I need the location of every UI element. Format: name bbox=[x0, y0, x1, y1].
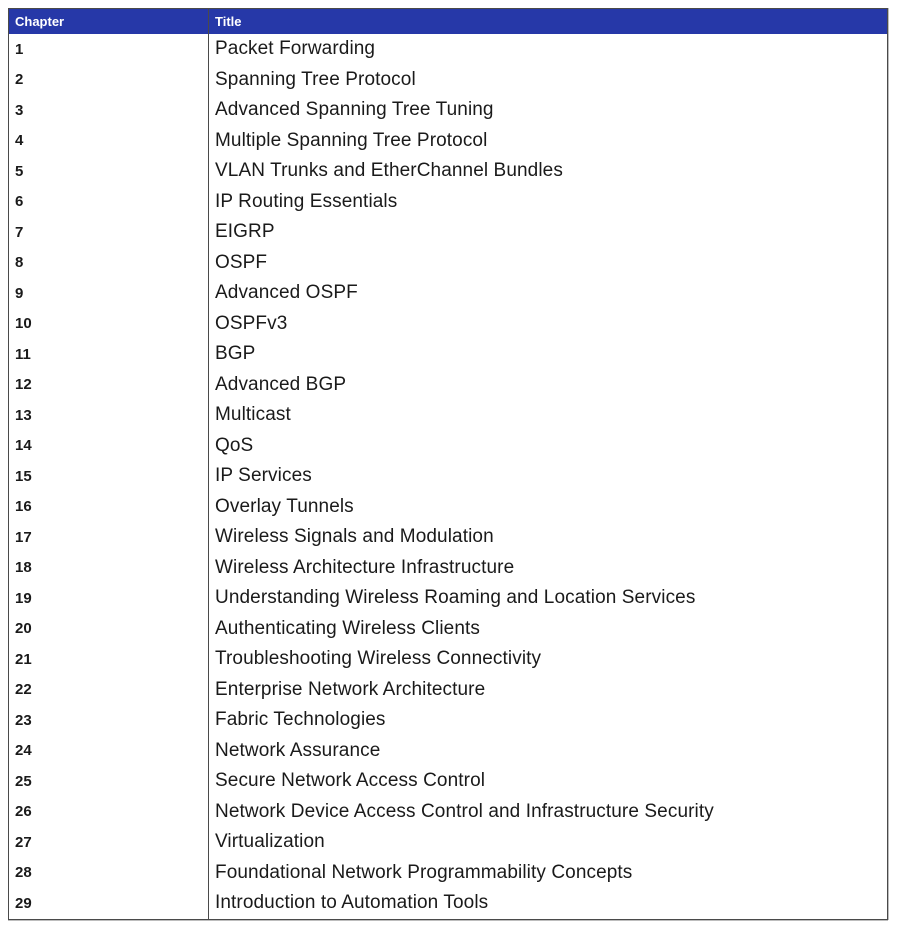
title-cell: Network Device Access Control and Infras… bbox=[208, 796, 888, 827]
title-cell: Spanning Tree Protocol bbox=[208, 64, 888, 95]
title-cell: EIGRP bbox=[208, 217, 888, 248]
chapter-cell: 22 bbox=[8, 674, 209, 705]
table-row: 29 Introduction to Automation Tools bbox=[8, 888, 888, 919]
table-header-row: Chapter Title bbox=[8, 8, 888, 34]
table-row: 18 Wireless Architecture Infrastructure bbox=[8, 552, 888, 583]
chapter-cell: 16 bbox=[8, 491, 209, 522]
table-row: 14 QoS bbox=[8, 430, 888, 461]
chapter-cell: 8 bbox=[8, 247, 209, 278]
table-row: 3 Advanced Spanning Tree Tuning bbox=[8, 95, 888, 126]
title-cell: Overlay Tunnels bbox=[208, 491, 888, 522]
table-row: 5 VLAN Trunks and EtherChannel Bundles bbox=[8, 156, 888, 187]
chapter-cell: 6 bbox=[8, 186, 209, 217]
table-row: 27 Virtualization bbox=[8, 827, 888, 858]
chapter-cell: 14 bbox=[8, 430, 209, 461]
chapters-table: Chapter Title 1 Packet Forwarding 2 Spannin… bbox=[8, 8, 888, 920]
table-row: 26 Network Device Access Control and Infr… bbox=[8, 796, 888, 827]
chapter-cell: 25 bbox=[8, 766, 209, 797]
chapter-cell: 12 bbox=[8, 369, 209, 400]
table-row: 1 Packet Forwarding bbox=[8, 34, 888, 65]
table-row: 21 Troubleshooting Wireless Connectivity bbox=[8, 644, 888, 675]
chapter-cell: 1 bbox=[8, 34, 209, 65]
title-cell: QoS bbox=[208, 430, 888, 461]
title-cell: Packet Forwarding bbox=[208, 34, 888, 65]
chapter-cell: 7 bbox=[8, 217, 209, 248]
title-cell: Virtualization bbox=[208, 827, 888, 858]
table-row: 6 IP Routing Essentials bbox=[8, 186, 888, 217]
table-row: 23 Fabric Technologies bbox=[8, 705, 888, 736]
title-cell: Authenticating Wireless Clients bbox=[208, 613, 888, 644]
title-cell: Fabric Technologies bbox=[208, 705, 888, 736]
chapter-cell: 26 bbox=[8, 796, 209, 827]
table-row: 4 Multiple Spanning Tree Protocol bbox=[8, 125, 888, 156]
chapter-cell: 13 bbox=[8, 400, 209, 431]
chapter-cell: 9 bbox=[8, 278, 209, 309]
chapter-cell: 5 bbox=[8, 156, 209, 187]
title-cell: Foundational Network Programmability Con… bbox=[208, 857, 888, 888]
title-cell: Troubleshooting Wireless Connectivity bbox=[208, 644, 888, 675]
table-row: 22 Enterprise Network Architecture bbox=[8, 674, 888, 705]
table-row: 20 Authenticating Wireless Clients bbox=[8, 613, 888, 644]
table-row: 12 Advanced BGP bbox=[8, 369, 888, 400]
title-cell: Advanced Spanning Tree Tuning bbox=[208, 95, 888, 126]
table-row: 24 Network Assurance bbox=[8, 735, 888, 766]
chapter-cell: 10 bbox=[8, 308, 209, 339]
title-cell: Multiple Spanning Tree Protocol bbox=[208, 125, 888, 156]
title-cell: Secure Network Access Control bbox=[208, 766, 888, 797]
chapter-cell: 19 bbox=[8, 583, 209, 614]
title-cell: Wireless Architecture Infrastructure bbox=[208, 552, 888, 583]
chapter-cell: 4 bbox=[8, 125, 209, 156]
chapter-cell: 18 bbox=[8, 552, 209, 583]
table-row: 2 Spanning Tree Protocol bbox=[8, 64, 888, 95]
chapter-cell: 29 bbox=[8, 888, 209, 919]
table-row: 16 Overlay Tunnels bbox=[8, 491, 888, 522]
title-cell: OSPFv3 bbox=[208, 308, 888, 339]
title-cell: Advanced BGP bbox=[208, 369, 888, 400]
table-body: 1 Packet Forwarding 2 Spanning Tree Protoco… bbox=[8, 34, 888, 919]
title-cell: IP Routing Essentials bbox=[208, 186, 888, 217]
table-row: 17 Wireless Signals and Modulation bbox=[8, 522, 888, 553]
table-row: 10 OSPFv3 bbox=[8, 308, 888, 339]
chapter-cell: 17 bbox=[8, 522, 209, 553]
title-cell: Advanced OSPF bbox=[208, 278, 888, 309]
chapter-cell: 11 bbox=[8, 339, 209, 370]
title-column-header: Title bbox=[208, 8, 888, 34]
table-row: 13 Multicast bbox=[8, 400, 888, 431]
table-row: 8 OSPF bbox=[8, 247, 888, 278]
title-cell: Wireless Signals and Modulation bbox=[208, 522, 888, 553]
title-cell: IP Services bbox=[208, 461, 888, 492]
title-cell: Introduction to Automation Tools bbox=[208, 888, 888, 919]
chapter-cell: 20 bbox=[8, 613, 209, 644]
title-cell: BGP bbox=[208, 339, 888, 370]
title-cell: Network Assurance bbox=[208, 735, 888, 766]
table-row: 15 IP Services bbox=[8, 461, 888, 492]
title-cell: VLAN Trunks and EtherChannel Bundles bbox=[208, 156, 888, 187]
title-cell: Understanding Wireless Roaming and Locat… bbox=[208, 583, 888, 614]
chapter-cell: 28 bbox=[8, 857, 209, 888]
chapter-column-header: Chapter bbox=[8, 8, 209, 34]
title-cell: OSPF bbox=[208, 247, 888, 278]
chapter-cell: 21 bbox=[8, 644, 209, 675]
table-row: 9 Advanced OSPF bbox=[8, 278, 888, 309]
table-row: 19 Understanding Wireless Roaming and Loc… bbox=[8, 583, 888, 614]
table-row: 7 EIGRP bbox=[8, 217, 888, 248]
chapter-cell: 27 bbox=[8, 827, 209, 858]
chapter-cell: 23 bbox=[8, 705, 209, 736]
table-row: 25 Secure Network Access Control bbox=[8, 766, 888, 797]
chapter-cell: 15 bbox=[8, 461, 209, 492]
title-cell: Enterprise Network Architecture bbox=[208, 674, 888, 705]
table-row: 11 BGP bbox=[8, 339, 888, 370]
chapter-cell: 24 bbox=[8, 735, 209, 766]
chapter-cell: 2 bbox=[8, 64, 209, 95]
chapter-cell: 3 bbox=[8, 95, 209, 126]
title-cell: Multicast bbox=[208, 400, 888, 431]
table-row: 28 Foundational Network Programmability C… bbox=[8, 857, 888, 888]
